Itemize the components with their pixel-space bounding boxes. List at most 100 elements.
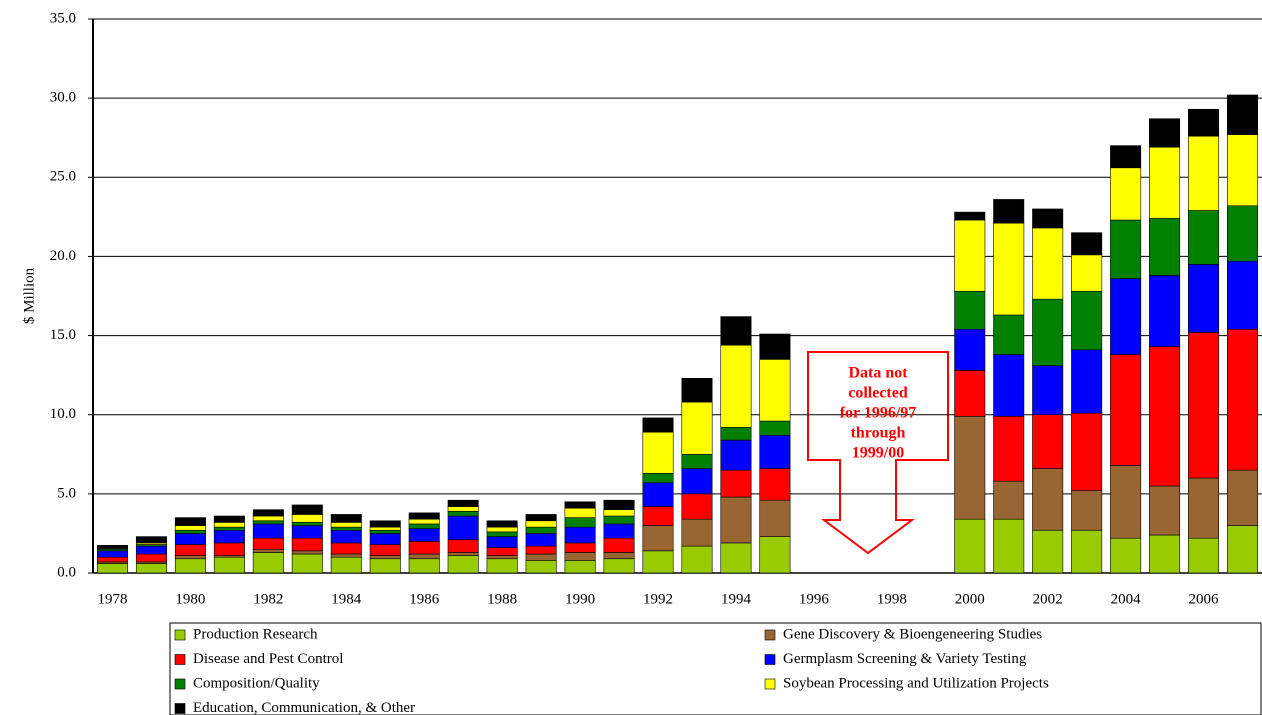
bar-segment bbox=[525, 533, 557, 547]
bar-segment bbox=[291, 525, 323, 539]
bar-segment bbox=[1032, 208, 1064, 229]
bar-segment bbox=[486, 558, 518, 574]
bar-segment bbox=[1032, 365, 1064, 416]
bar-segment bbox=[720, 439, 752, 471]
y-tick-label: 0.0 bbox=[57, 564, 76, 580]
bar-segment bbox=[1071, 490, 1103, 531]
bar-segment bbox=[1071, 232, 1103, 256]
x-tick-label: 2000 bbox=[955, 591, 985, 607]
bar-segment bbox=[954, 415, 986, 520]
bar-segment bbox=[330, 529, 362, 544]
legend-label: Germplasm Screening & Variety Testing bbox=[783, 651, 1027, 667]
bar-segment bbox=[291, 553, 323, 574]
y-axis-label: $ Million bbox=[21, 267, 37, 324]
bar-segment bbox=[1188, 477, 1220, 539]
bar-segment bbox=[213, 522, 245, 528]
legend-swatch bbox=[174, 654, 186, 665]
bar-segment bbox=[447, 506, 479, 512]
bar-segment bbox=[681, 468, 713, 495]
bar-segment bbox=[486, 536, 518, 548]
bar-segment bbox=[720, 542, 752, 574]
bar-segment bbox=[174, 558, 206, 574]
bar-segment bbox=[408, 553, 440, 560]
bar-segment bbox=[642, 506, 674, 526]
bar-segment bbox=[1227, 328, 1259, 471]
bar-segment bbox=[993, 354, 1025, 417]
bar-segment bbox=[1227, 205, 1259, 262]
bar-segment bbox=[330, 522, 362, 528]
bar-segment bbox=[1071, 254, 1103, 292]
bar-segment bbox=[408, 512, 440, 520]
bar-segment bbox=[1188, 135, 1220, 211]
bar-segment bbox=[603, 499, 635, 510]
bar-segment bbox=[525, 520, 557, 528]
bar-segment bbox=[486, 520, 518, 528]
bar-segment bbox=[1149, 146, 1181, 219]
annotation-arrow bbox=[807, 351, 949, 555]
bar-segment bbox=[330, 542, 362, 555]
y-tick-label: 35.0 bbox=[50, 10, 76, 26]
bar-segment bbox=[642, 482, 674, 507]
bar-segment bbox=[720, 344, 752, 428]
bar-segment bbox=[1227, 469, 1259, 526]
bar-segment bbox=[330, 556, 362, 574]
bar-segment bbox=[369, 555, 401, 560]
bar-segment bbox=[213, 515, 245, 523]
bar-segment bbox=[174, 533, 206, 545]
bar-segment bbox=[1149, 275, 1181, 347]
y-tick-label: 10.0 bbox=[50, 406, 76, 422]
bar-segment bbox=[681, 518, 713, 547]
bar-segment bbox=[330, 514, 362, 523]
annotation: for 1996/97 bbox=[840, 405, 917, 422]
bar-segment bbox=[1110, 278, 1142, 355]
bar-segment bbox=[369, 544, 401, 556]
bar-segment bbox=[135, 553, 167, 563]
bar-segment bbox=[1071, 290, 1103, 351]
bar-segment bbox=[486, 531, 518, 537]
legend-label: Production Research bbox=[193, 626, 318, 642]
bar-segment bbox=[408, 523, 440, 529]
bar-segment bbox=[603, 558, 635, 574]
bar-segment bbox=[759, 420, 791, 436]
bar-segment bbox=[369, 520, 401, 528]
bar-segment bbox=[954, 328, 986, 371]
bar-segment bbox=[408, 541, 440, 555]
annotation: 1999/00 bbox=[852, 445, 904, 462]
bar-segment bbox=[1227, 134, 1259, 207]
bar-segment bbox=[954, 211, 986, 221]
x-tick-label: 1990 bbox=[565, 591, 595, 607]
bar-segment bbox=[96, 544, 128, 549]
annotation: Data not bbox=[848, 365, 908, 382]
bar-segment bbox=[954, 518, 986, 574]
bar-segment bbox=[486, 526, 518, 533]
x-tick-label: 2002 bbox=[1033, 591, 1063, 607]
bar-segment bbox=[1032, 298, 1064, 366]
bar-segment bbox=[252, 537, 284, 550]
bar-segment bbox=[486, 547, 518, 556]
bar-segment bbox=[603, 552, 635, 560]
bar-segment bbox=[642, 417, 674, 433]
bar-segment bbox=[681, 401, 713, 455]
x-tick-label: 1992 bbox=[643, 591, 673, 607]
bar-segment bbox=[1188, 537, 1220, 574]
bar-segment bbox=[252, 548, 284, 553]
bar-segment bbox=[720, 427, 752, 441]
bar-segment bbox=[135, 563, 167, 574]
annotation: through bbox=[851, 425, 906, 442]
bar-segment bbox=[369, 533, 401, 545]
bar-segment bbox=[1149, 485, 1181, 536]
bar-segment bbox=[642, 431, 674, 474]
bar-segment bbox=[174, 529, 206, 534]
legend-box bbox=[169, 622, 1262, 715]
bar-segment bbox=[1149, 534, 1181, 574]
bar-segment bbox=[720, 469, 752, 498]
bar-segment bbox=[252, 523, 284, 539]
bar-segment bbox=[1188, 108, 1220, 137]
legend-swatch bbox=[174, 678, 186, 690]
legend-swatch bbox=[764, 629, 776, 641]
bar-segment bbox=[291, 514, 323, 523]
legend-swatch bbox=[764, 678, 776, 690]
bar-segment bbox=[681, 545, 713, 574]
bar-segment bbox=[954, 290, 986, 330]
legend-swatch bbox=[174, 703, 186, 714]
